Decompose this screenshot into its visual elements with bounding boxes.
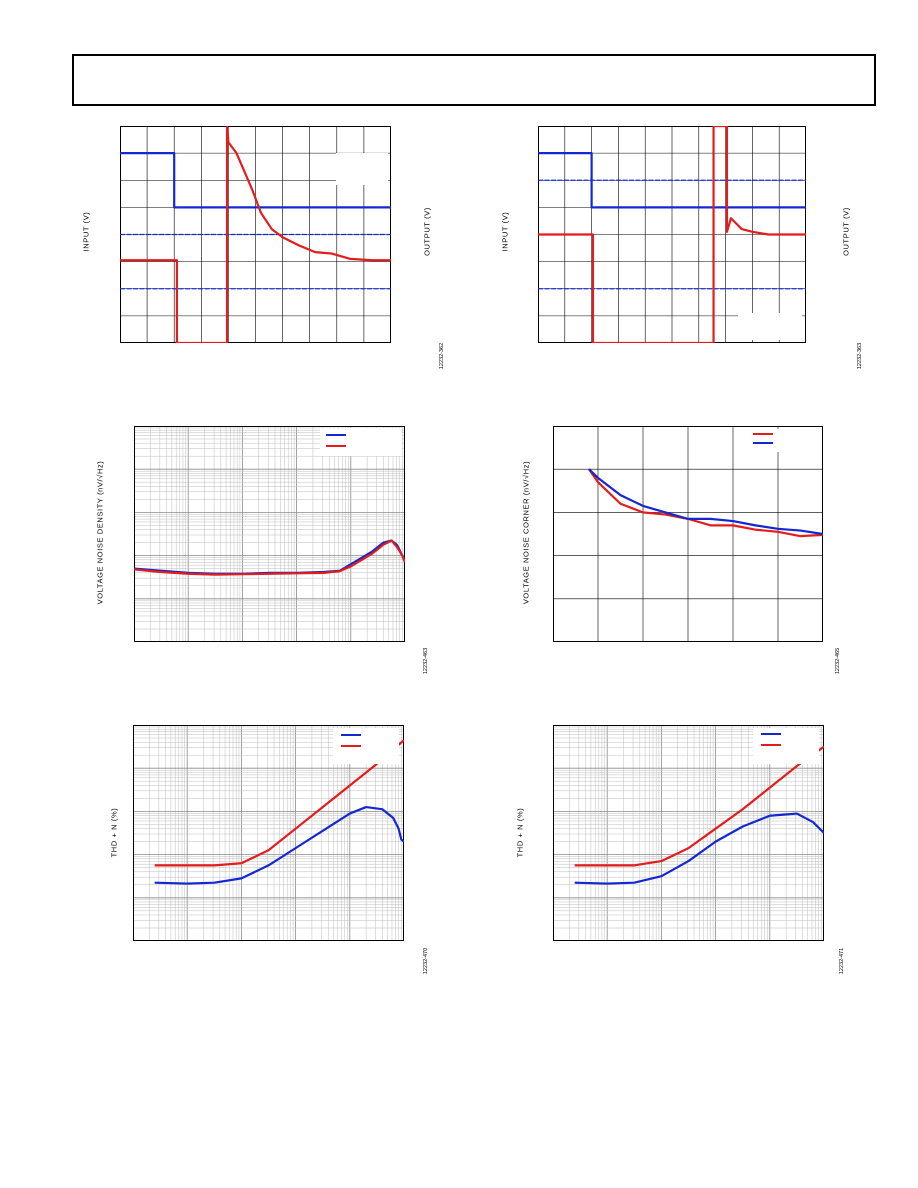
c2-legend-area: [738, 313, 802, 340]
chart-input-output-step-1: [120, 126, 391, 343]
chart-input-output-step-2: [538, 126, 806, 343]
chart1-y-label-right: OUTPUT (V): [422, 207, 432, 256]
chart4-figure-id: 12232-465: [835, 647, 841, 675]
c4-series-red-0: [588, 468, 823, 538]
chart2-y-label-right: OUTPUT (V): [841, 207, 851, 256]
c4-series-blue-1: [588, 468, 823, 536]
c1-series-red-3: [120, 126, 391, 343]
chart-voltage-noise-corner: [553, 426, 823, 642]
chart3-y-label: VOLTAGE NOISE DENSITY (nV/√Hz): [95, 460, 105, 605]
c4-legend-area: [751, 429, 817, 452]
chart2-y-label: INPUT (V): [500, 211, 510, 252]
chart3-figure-id: 12232-463: [423, 647, 429, 675]
chart5-figure-id: 12232-470: [423, 947, 429, 975]
c5-series-blue-1: [154, 805, 404, 885]
chart-thd-n-1: [133, 725, 404, 941]
chart1-y-label: INPUT (V): [81, 211, 91, 252]
chart2-figure-id: 12232-363: [857, 342, 863, 370]
chart1-figure-id: 12232-362: [439, 342, 445, 370]
chart6-y-label: THD + N (%): [515, 807, 525, 858]
c2-series-red-3: [538, 126, 806, 343]
chart4-y-label: VOLTAGE NOISE CORNER (nV/√Hz): [521, 460, 531, 605]
c1-series-blue-0: [120, 152, 391, 209]
c3-series-red-1: [134, 539, 405, 576]
c6-series-red-0: [574, 745, 824, 867]
c3-legend-area: [320, 428, 402, 456]
c3-plot-frame: [134, 426, 405, 642]
chart6-figure-id: 12232-471: [839, 947, 845, 975]
chart-voltage-noise-density: [134, 426, 405, 642]
c5-plot-frame: [133, 725, 404, 941]
c5-series-red-0: [154, 739, 404, 867]
chart5-y-label: THD + N (%): [109, 807, 119, 858]
c6-series-blue-1: [574, 812, 824, 885]
c1-legend-area: [336, 153, 388, 185]
chart-thd-n-2: [553, 725, 824, 941]
page-header-box: [72, 54, 876, 106]
